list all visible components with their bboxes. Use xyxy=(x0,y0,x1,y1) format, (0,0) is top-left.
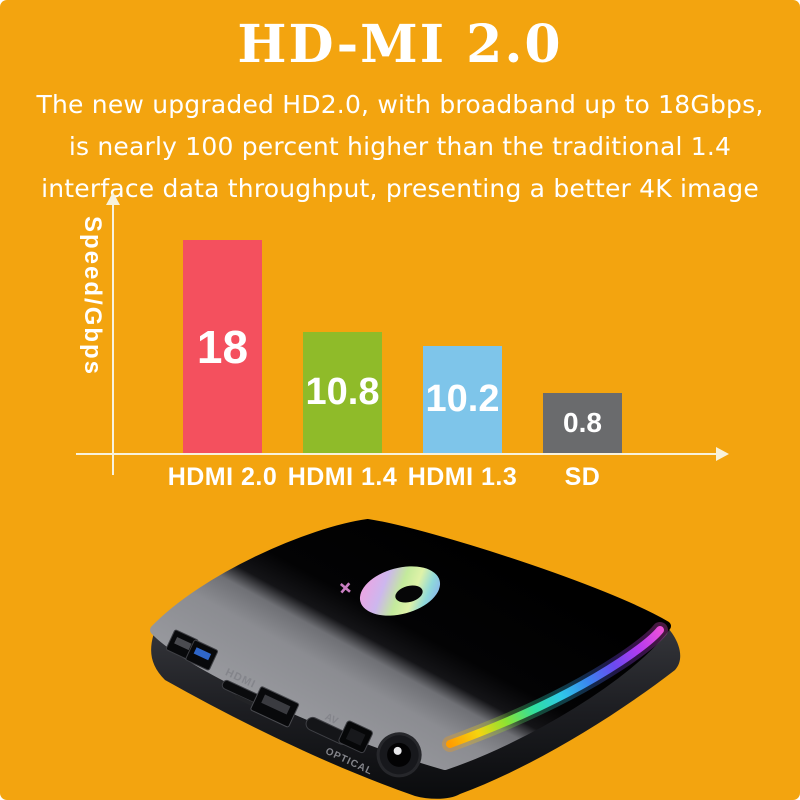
description-line-1: The new upgraded HD2.0, with broadband u… xyxy=(36,90,764,119)
ports-group: HDMI AV OPTICAL xyxy=(165,629,422,778)
page-title: HD-MI 2.0 xyxy=(237,14,563,75)
bar-value: 18 xyxy=(196,320,249,373)
y-axis-arrow-icon xyxy=(106,192,120,205)
bar-value: 10.8 xyxy=(305,371,380,413)
description-line-2: is nearly 100 percent higher than the tr… xyxy=(68,132,732,161)
category-label-hdmi-2.0: HDMI 2.0 xyxy=(167,463,278,491)
description-line-3: interface data throughput, presenting a … xyxy=(41,174,759,203)
usb3-port-icon xyxy=(185,639,219,671)
tv-box-image: + HDMI AV xyxy=(150,519,681,799)
logo-ring-icon xyxy=(359,566,441,616)
bar-hdmi-1.3: 10.2 xyxy=(423,346,502,453)
bar-hdmi-2.0: 18 xyxy=(183,240,262,453)
x-axis-line xyxy=(76,453,718,455)
bar-value: 0.8 xyxy=(563,407,602,438)
description-text: The new upgraded HD2.0, with broadband u… xyxy=(0,84,800,210)
bar-value: 10.2 xyxy=(425,378,500,420)
category-label-sd: SD xyxy=(564,463,601,491)
x-axis-arrow-icon xyxy=(716,447,729,461)
bar-sd: 0.8 xyxy=(543,393,622,453)
y-axis-label: Speed/Gbps xyxy=(79,216,106,377)
category-label-hdmi-1.3: HDMI 1.3 xyxy=(407,463,518,491)
y-axis-line xyxy=(112,203,114,475)
category-label-hdmi-1.4: HDMI 1.4 xyxy=(287,463,398,491)
led-strip xyxy=(446,626,664,748)
hdmi-port-icon xyxy=(250,686,300,728)
bar-hdmi-1.4: 10.8 xyxy=(303,332,382,453)
dc-jack-icon xyxy=(376,732,422,778)
